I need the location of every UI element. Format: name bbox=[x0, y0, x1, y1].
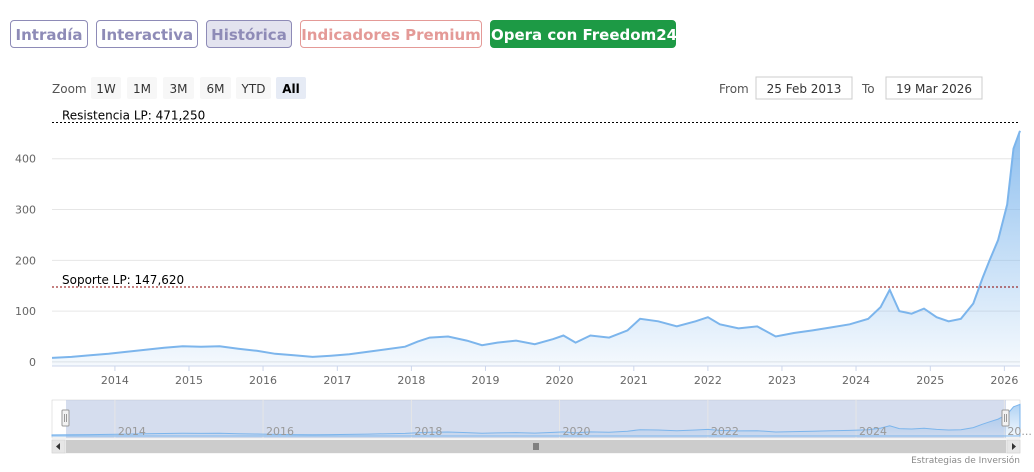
navigator-tick-label: 2016 bbox=[266, 425, 294, 438]
x-tick-label: 2020 bbox=[546, 374, 574, 387]
scroll-right-icon bbox=[1012, 443, 1016, 450]
x-tick-label: 2021 bbox=[620, 374, 648, 387]
tab-historica[interactable]: Histórica bbox=[206, 20, 292, 48]
y-tick-label: 200 bbox=[15, 254, 36, 267]
chart-credit: Estrategias de Inversión bbox=[911, 456, 1020, 466]
range-selector: Zoom 1W 1M 3M 6M YTD All From 25 Feb 2013 To … bbox=[52, 76, 983, 100]
y-tick-label: 0 bbox=[29, 356, 36, 369]
zoom-buttons: 1W 1M 3M 6M YTD All bbox=[91, 77, 306, 99]
x-axis-labels: 2014 2015 2016 2017 2018 2019 2020 2021 2022 2023… bbox=[101, 366, 1018, 387]
navigator-left-handle[interactable] bbox=[61, 409, 70, 427]
zoom-button-ytd[interactable] bbox=[236, 77, 271, 99]
zoom-button-label: 6M bbox=[207, 82, 225, 96]
zoom-button-label: YTD bbox=[241, 82, 266, 96]
navigator-series bbox=[51, 403, 1021, 437]
y-tick-label: 300 bbox=[15, 204, 36, 217]
opera-con-freedom24-button[interactable]: Opera con Freedom24 bbox=[490, 20, 677, 48]
navigator-tick-label: 2014 bbox=[118, 425, 146, 438]
y-axis-labels: 0 100 200 300 400 bbox=[15, 153, 36, 369]
x-tick-label: 2024 bbox=[842, 374, 870, 387]
x-tick-label: 2018 bbox=[397, 374, 425, 387]
tab-indicadores-premium[interactable]: Indicadores Premium bbox=[300, 20, 482, 48]
x-tick-label: 2019 bbox=[471, 374, 499, 387]
x-tick-label: 2026 bbox=[990, 374, 1018, 387]
x-tick-label: 2016 bbox=[249, 374, 277, 387]
navigator-tick-label: 2018 bbox=[414, 425, 442, 438]
to-date-input[interactable] bbox=[885, 76, 983, 100]
tab-interactiva[interactable]: Interactiva bbox=[96, 20, 198, 48]
zoom-button-1m[interactable] bbox=[127, 77, 157, 99]
navigator-labels: 2014 2016 2018 2020 2022 2024 20... bbox=[118, 425, 1032, 438]
x-tick-label: 2014 bbox=[101, 374, 129, 387]
tab-intradia[interactable]: Intradía bbox=[10, 20, 88, 48]
scroll-left-icon bbox=[56, 443, 60, 450]
zoom-button-label: All bbox=[282, 82, 300, 96]
x-tick-label: 2025 bbox=[916, 374, 944, 387]
x-tick-label: 2022 bbox=[694, 374, 722, 387]
zoom-button-label: 3M bbox=[170, 82, 188, 96]
x-tick-label: 2015 bbox=[175, 374, 203, 387]
from-date-input[interactable] bbox=[755, 76, 853, 100]
y-tick-label: 100 bbox=[15, 305, 36, 318]
level-label: Soporte LP: 147,620 bbox=[62, 273, 184, 287]
zoom-button-1w[interactable] bbox=[91, 77, 121, 99]
stock-chart: Zoom 1W 1M 3M 6M YTD All From 25 Feb 2013 To … bbox=[15, 76, 1032, 454]
zoom-button-label: 1M bbox=[133, 82, 151, 96]
zoom-label: Zoom bbox=[52, 82, 87, 96]
navigator-tick-label: 2020 bbox=[563, 425, 591, 438]
zoom-button-3m[interactable] bbox=[163, 77, 194, 99]
navigator-tick-label: 2022 bbox=[711, 425, 739, 438]
scrollbar[interactable] bbox=[51, 439, 1021, 454]
level-label: Resistencia LP: 471,250 bbox=[62, 109, 205, 123]
navigator-right-handle[interactable] bbox=[1001, 409, 1010, 427]
level-annotations: Resistencia LP: 471,250 Soporte LP: 147,6… bbox=[52, 109, 1020, 288]
zoom-button-all[interactable] bbox=[276, 77, 306, 99]
to-label: To bbox=[861, 82, 875, 96]
zoom-button-6m[interactable] bbox=[200, 77, 231, 99]
navigator-tick-label: 20... bbox=[1007, 425, 1032, 438]
to-date-value: 19 Mar 2026 bbox=[896, 82, 972, 96]
y-tick-label: 400 bbox=[15, 153, 36, 166]
navigator-tick-label: 2024 bbox=[859, 425, 887, 438]
zoom-button-label: 1W bbox=[96, 82, 116, 96]
x-tick-label: 2023 bbox=[768, 374, 796, 387]
x-tick-label: 2017 bbox=[323, 374, 351, 387]
price-line bbox=[51, 130, 1021, 359]
navigator[interactable]: 2014 2016 2018 2020 2022 2024 20... bbox=[51, 399, 1032, 439]
price-area bbox=[52, 130, 1020, 366]
from-label: From bbox=[719, 82, 749, 96]
from-date-value: 25 Feb 2013 bbox=[767, 82, 842, 96]
